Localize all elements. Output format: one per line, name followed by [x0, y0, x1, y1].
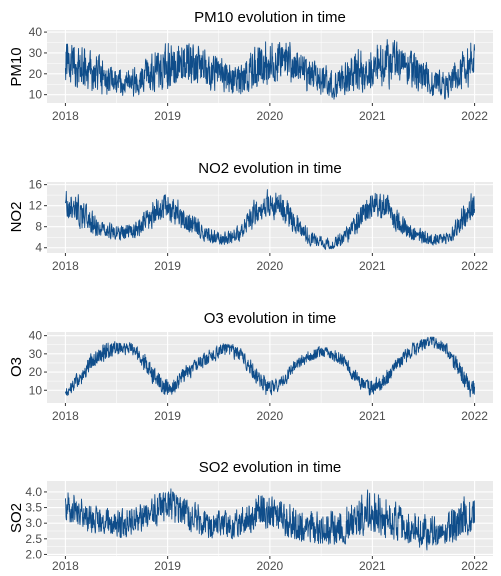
- x-tick-label: 2018: [52, 559, 79, 573]
- y-tick-label: 2.0: [25, 547, 42, 561]
- series-line: [64, 39, 476, 100]
- chart-title: NO2 evolution in time: [198, 160, 341, 177]
- x-tick-label: 2018: [52, 259, 79, 273]
- x-tick-label: 2022: [461, 409, 488, 423]
- x-tick-label: 2021: [359, 109, 386, 123]
- x-tick-label: 2020: [257, 559, 284, 573]
- x-tick-label: 2020: [257, 109, 284, 123]
- x-tick-label: 2019: [154, 409, 181, 423]
- y-tick-label: 2.5: [25, 532, 42, 546]
- y-tick-label: 8: [35, 220, 42, 234]
- y-axis-label: SO2: [8, 503, 25, 533]
- x-tick-label: 2018: [52, 109, 79, 123]
- y-tick-label: 3.0: [25, 516, 42, 530]
- y-axis-label: NO2: [8, 202, 25, 233]
- x-tick-label: 2019: [154, 259, 181, 273]
- y-tick-label: 4.0: [25, 485, 42, 499]
- y-axis-label: O3: [8, 357, 25, 377]
- x-tick-label: 2020: [257, 409, 284, 423]
- x-tick-label: 2021: [359, 559, 386, 573]
- y-axis-label: PM10: [8, 47, 25, 86]
- chart-panel: O3 evolution in time O3 10 20 30 40 2018 2019 20…: [8, 310, 493, 423]
- x-tick-label: 2022: [461, 109, 488, 123]
- series-line: [64, 488, 476, 551]
- y-tick-label: 30: [29, 46, 43, 60]
- series-line: [64, 189, 476, 250]
- y-tick-label: 10: [29, 88, 43, 102]
- x-tick-label: 2019: [154, 559, 181, 573]
- x-tick-label: 2022: [461, 259, 488, 273]
- y-tick-label: 30: [29, 347, 43, 361]
- y-tick-label: 16: [29, 178, 43, 192]
- chart-title: PM10 evolution in time: [194, 9, 346, 26]
- y-tick-label: 4: [35, 241, 42, 255]
- y-tick-label: 20: [29, 67, 43, 81]
- x-tick-label: 2022: [461, 559, 488, 573]
- chart-title: O3 evolution in time: [204, 310, 337, 327]
- x-tick-label: 2018: [52, 409, 79, 423]
- chart-panel: NO2 evolution in time NO2 4 8 12 16 2018 2019 20…: [8, 160, 493, 273]
- y-tick-label: 10: [29, 383, 43, 397]
- y-tick-label: 40: [29, 25, 43, 39]
- chart-panel: PM10 evolution in time PM10 10 20 30 40 2018 20…: [8, 9, 493, 123]
- series-line: [64, 336, 476, 398]
- x-tick-label: 2020: [257, 259, 284, 273]
- chart-title: SO2 evolution in time: [199, 459, 342, 476]
- x-tick-label: 2019: [154, 109, 181, 123]
- x-tick-label: 2021: [359, 259, 386, 273]
- y-tick-label: 40: [29, 329, 43, 343]
- y-tick-label: 12: [29, 199, 43, 213]
- y-tick-label: 3.5: [25, 501, 42, 515]
- x-tick-label: 2021: [359, 409, 386, 423]
- y-tick-label: 20: [29, 365, 43, 379]
